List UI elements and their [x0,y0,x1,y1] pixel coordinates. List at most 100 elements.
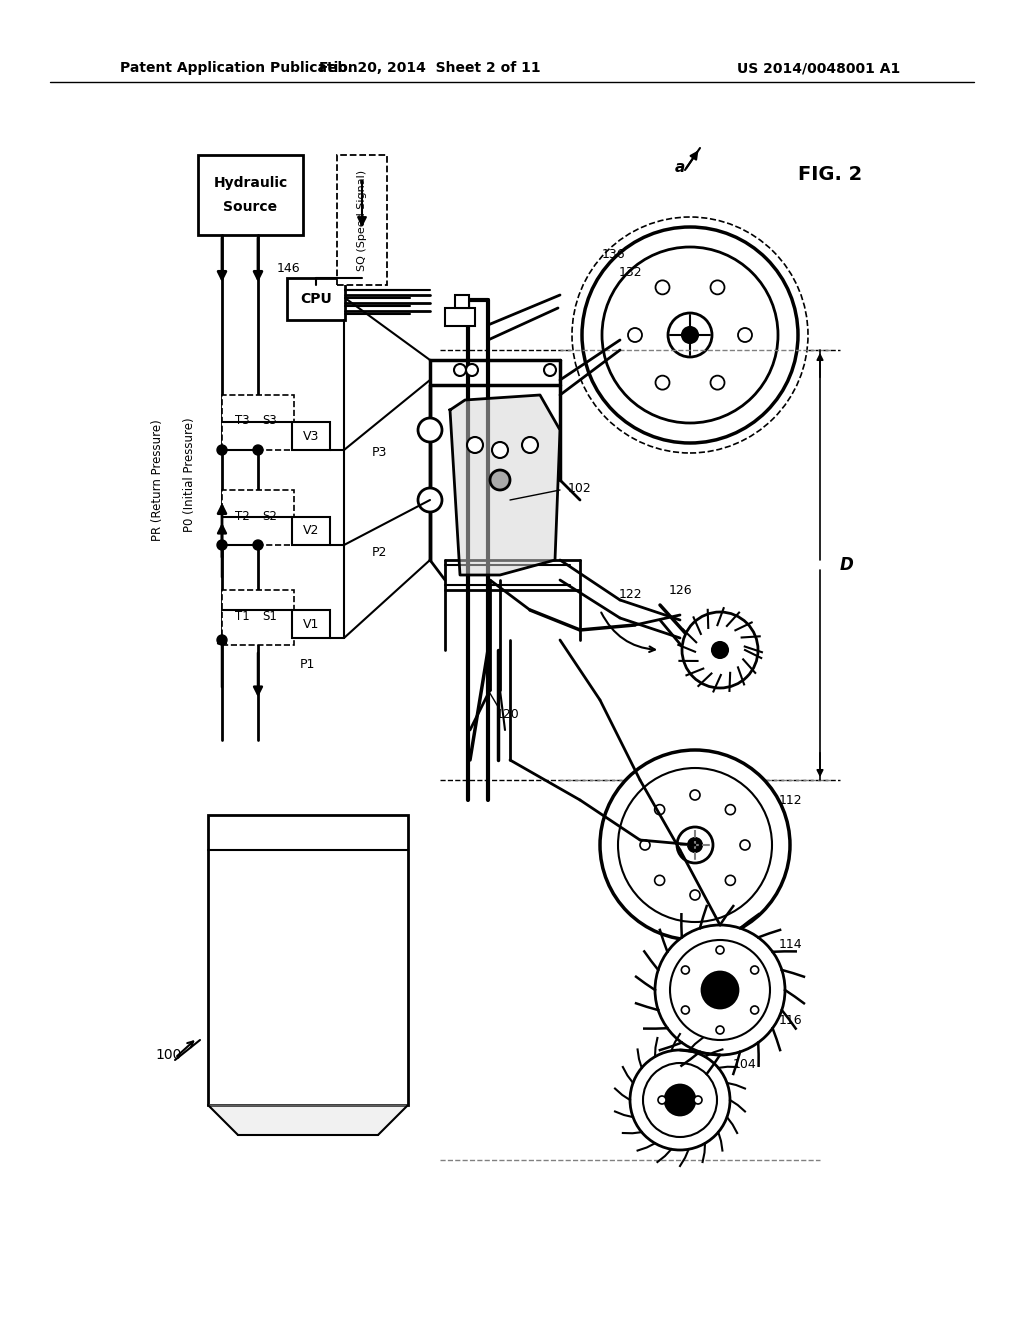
Text: SQ (Speed Signal): SQ (Speed Signal) [357,169,367,271]
Polygon shape [450,395,560,576]
Circle shape [217,540,227,550]
Text: D: D [840,556,854,574]
Text: P3: P3 [372,446,387,458]
Bar [287,279,345,319]
Text: CPU: CPU [300,292,332,306]
Circle shape [725,875,735,886]
Circle shape [655,925,785,1055]
Circle shape [688,838,702,851]
Circle shape [670,940,770,1040]
Text: 116: 116 [778,1014,802,1027]
Circle shape [668,313,712,356]
Text: T2: T2 [234,510,250,523]
Text: 100: 100 [155,1048,181,1063]
Circle shape [738,327,752,342]
Text: 102: 102 [568,482,592,495]
Circle shape [253,445,263,455]
Circle shape [217,635,227,645]
Bar [222,395,294,450]
Circle shape [682,327,698,343]
Bar [222,590,294,645]
Text: P2: P2 [372,545,387,558]
Bar [292,517,330,545]
Text: V1: V1 [303,618,319,631]
Text: V2: V2 [303,524,319,537]
Circle shape [466,364,478,376]
Text: Patent Application Publication: Patent Application Publication [120,61,357,75]
Circle shape [677,828,713,863]
Text: US 2014/0048001 A1: US 2014/0048001 A1 [736,61,900,75]
Circle shape [690,890,700,900]
Text: 122: 122 [618,589,642,602]
Circle shape [643,1063,717,1137]
Circle shape [630,1049,730,1150]
Circle shape [655,376,670,389]
Bar [337,154,387,285]
Text: PR (Return Pressure): PR (Return Pressure) [152,420,165,541]
Circle shape [655,280,670,294]
Text: 104: 104 [733,1059,757,1072]
Text: 126: 126 [669,583,692,597]
Text: 112: 112 [778,793,802,807]
Text: Source: Source [223,201,278,214]
Circle shape [602,247,778,422]
Circle shape [751,966,759,974]
Bar [292,422,330,450]
Circle shape [467,437,483,453]
Bar [208,814,408,1105]
Bar [198,154,303,235]
Text: Hydraulic: Hydraulic [213,176,288,190]
Circle shape [492,442,508,458]
Circle shape [740,840,750,850]
Text: P1: P1 [300,659,315,672]
Circle shape [572,216,808,453]
Text: a: a [675,161,685,176]
Polygon shape [208,1105,408,1135]
Circle shape [217,445,227,455]
Circle shape [694,1096,702,1104]
Text: FIG. 2: FIG. 2 [798,165,862,185]
Circle shape [618,768,772,921]
Text: 114: 114 [778,939,802,952]
Circle shape [522,437,538,453]
Text: 136: 136 [601,248,625,261]
Circle shape [716,946,724,954]
Text: T1: T1 [234,610,250,623]
Circle shape [454,364,466,376]
Circle shape [690,789,700,800]
Bar [455,294,469,308]
Circle shape [682,612,758,688]
Text: T3: T3 [234,414,249,428]
Circle shape [490,470,510,490]
Circle shape [702,972,738,1008]
Circle shape [418,418,442,442]
Circle shape [711,376,725,389]
Circle shape [418,488,442,512]
Circle shape [582,227,798,444]
Bar [222,490,294,545]
Circle shape [716,1026,724,1034]
Text: Feb. 20, 2014  Sheet 2 of 11: Feb. 20, 2014 Sheet 2 of 11 [319,61,541,75]
Circle shape [544,364,556,376]
Text: 120: 120 [496,709,520,722]
Circle shape [253,540,263,550]
Text: P0 (Initial Pressure): P0 (Initial Pressure) [183,417,197,532]
Circle shape [654,875,665,886]
Circle shape [751,1006,759,1014]
Text: V3: V3 [303,429,319,442]
Circle shape [712,642,728,657]
Text: S2: S2 [262,510,278,523]
Text: 146: 146 [278,261,301,275]
Bar [292,610,330,638]
Bar [445,308,475,326]
Circle shape [628,327,642,342]
Text: S1: S1 [262,610,278,623]
Circle shape [654,805,665,814]
Circle shape [725,805,735,814]
Circle shape [681,966,689,974]
Text: S3: S3 [262,414,278,428]
Circle shape [640,840,650,850]
Text: 132: 132 [618,267,642,280]
Circle shape [658,1096,666,1104]
Circle shape [711,280,725,294]
